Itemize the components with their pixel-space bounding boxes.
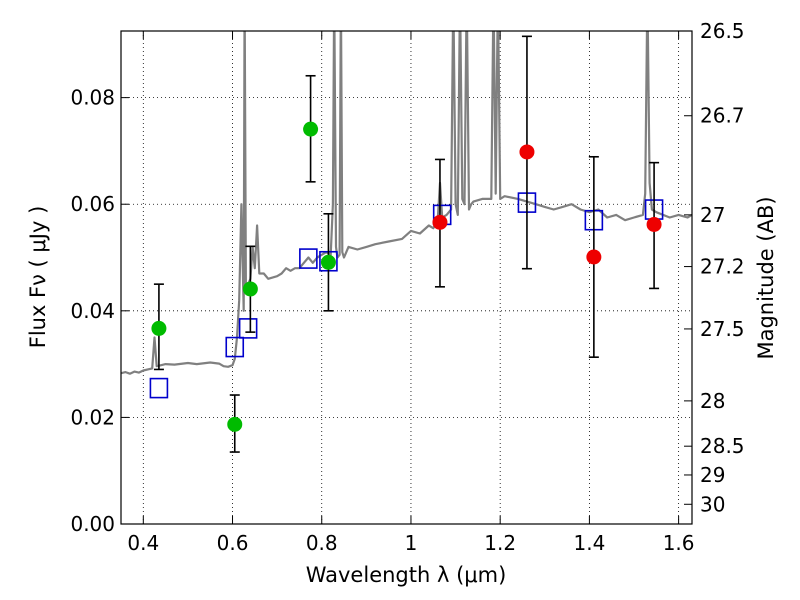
y2-tick-label-0: 26.5 bbox=[700, 19, 745, 43]
y-tick-label-3: 0.06 bbox=[70, 192, 115, 216]
optical-point-1 bbox=[227, 416, 243, 432]
nir-point-2 bbox=[586, 249, 602, 265]
optical-point-4 bbox=[320, 254, 336, 270]
model-flux-square-0 bbox=[149, 377, 169, 399]
nir-point-3 bbox=[646, 216, 662, 232]
nir-point-1 bbox=[519, 144, 535, 160]
y-tick-label-4: 0.08 bbox=[70, 86, 115, 110]
y2-tick-label-6: 28.5 bbox=[700, 434, 745, 458]
x-tick-label-5: 1.4 bbox=[573, 531, 605, 555]
model-flux-square-1 bbox=[225, 336, 245, 358]
x-tick-label-6: 1.6 bbox=[663, 531, 695, 555]
y2-tick-label-2: 27 bbox=[700, 203, 725, 227]
y2-tick-label-5: 28 bbox=[700, 389, 725, 413]
y-axis-label: Flux Fν ( μJy ) bbox=[26, 206, 50, 349]
y2-axis-label: Magnitude (AB) bbox=[754, 196, 778, 359]
y2-tick-label-7: 29 bbox=[700, 463, 725, 487]
y2-tick-label-4: 27.5 bbox=[700, 317, 745, 341]
y-tick-label-2: 0.04 bbox=[70, 299, 115, 323]
y2-tick-label-8: 30 bbox=[700, 492, 725, 516]
x-tick-label-1: 0.6 bbox=[217, 531, 249, 555]
plot-area bbox=[121, 31, 692, 453]
optical-point-0 bbox=[151, 320, 167, 336]
optical-point-3 bbox=[303, 121, 319, 137]
y-tick-label-1: 0.02 bbox=[70, 405, 115, 429]
model-sed-line bbox=[121, 31, 692, 375]
y2-tick-label-1: 26.7 bbox=[700, 104, 745, 128]
model-flux-square-3 bbox=[299, 248, 318, 269]
y-tick-label-0: 0.00 bbox=[70, 512, 115, 536]
x-tick-label-4: 1.2 bbox=[484, 531, 516, 555]
x-tick-label-2: 0.8 bbox=[306, 531, 338, 555]
grid bbox=[121, 31, 692, 525]
axes: 0.4 0.6 0.8 1 1.2 1.4 1.6 0.00 0.02 0.04 0.06 0.08 2… bbox=[70, 19, 744, 555]
plot-frame bbox=[120, 30, 693, 525]
nir-point-0 bbox=[432, 214, 448, 230]
x-tick-label-0: 0.4 bbox=[127, 531, 159, 555]
y2-tick-label-3: 27.2 bbox=[700, 255, 745, 279]
model-flux-square-2 bbox=[238, 318, 258, 339]
x-tick-label-3: 1 bbox=[405, 531, 418, 555]
x-axis-label: Wavelength λ (μm) bbox=[306, 563, 507, 587]
optical-point-2 bbox=[242, 281, 258, 297]
